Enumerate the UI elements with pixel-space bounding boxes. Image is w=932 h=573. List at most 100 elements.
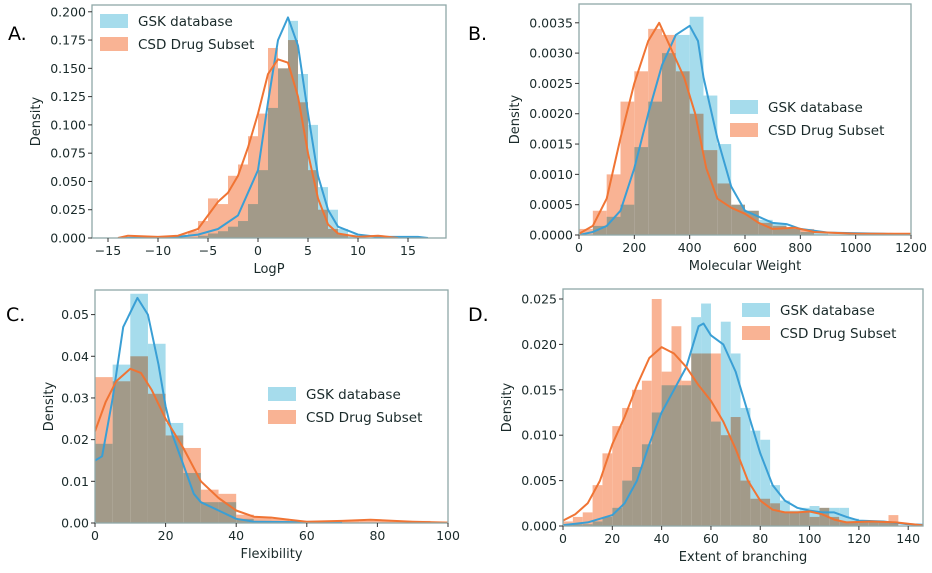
- y-tick-label: 0.100: [50, 117, 86, 132]
- histogram-bar: [675, 71, 690, 235]
- y-tick-label: 0.0030: [529, 46, 573, 61]
- histogram-bar: [760, 439, 771, 526]
- y-tick-label: 0.020: [521, 337, 557, 352]
- gsk-kde-line: [95, 296, 343, 523]
- histogram-bar: [661, 371, 672, 526]
- legend: GSK database CSD Drug Subset: [730, 100, 884, 139]
- histogram-bar: [662, 34, 676, 235]
- plot-frame: [91, 4, 447, 239]
- x-tick-label: 120: [847, 531, 871, 546]
- histogram-bar: [849, 521, 859, 526]
- x-tick-label: 400: [678, 240, 702, 255]
- legend-swatch: [742, 326, 770, 340]
- histogram-bar: [758, 222, 773, 235]
- histogram-bar: [772, 225, 787, 235]
- histogram-bar: [208, 198, 218, 238]
- histogram-bar: [228, 175, 238, 238]
- y-tick-label: 0.02: [61, 432, 89, 447]
- y-tick-label: 0.01: [61, 474, 89, 489]
- x-tick-label: 140: [896, 531, 920, 546]
- y-tick-label: 0.050: [50, 174, 86, 189]
- histogram-bar: [592, 210, 607, 235]
- histogram-bar: [814, 231, 828, 235]
- panel-letter: D.: [468, 304, 489, 326]
- histogram-bar: [800, 228, 815, 235]
- histogram-bar: [338, 234, 348, 238]
- legend: GSK database CSD Drug Subset: [268, 387, 422, 426]
- histogram-bar: [720, 321, 731, 526]
- x-tick-label: 40: [654, 531, 670, 546]
- y-tick-label: 0.150: [50, 61, 86, 76]
- histogram-bar: [592, 485, 603, 526]
- x-tick-label: 80: [752, 531, 768, 546]
- legend-label: CSD Drug Subset: [768, 123, 884, 139]
- y-tick-label: 0.125: [50, 89, 86, 104]
- histogram-bar: [701, 353, 711, 526]
- x-tick-label: 20: [158, 528, 174, 543]
- panel-d: 0 20 40 60 80 100 120 140 0.000 0.005 0.010 0.015 0.…: [468, 288, 924, 565]
- legend-swatch: [268, 387, 296, 401]
- histogram-bar: [165, 435, 184, 523]
- histogram-bar: [839, 521, 850, 526]
- plot-area: [117, 16, 429, 238]
- legend-swatch: [268, 410, 296, 424]
- histogram-bar: [648, 28, 662, 235]
- y-axis-label: Density: [42, 381, 57, 431]
- gsk-kde-line: [117, 16, 429, 238]
- histogram-bar: [691, 353, 702, 526]
- y-tick-label: 0.000: [521, 519, 557, 534]
- y-tick-label: 0.010: [521, 428, 557, 443]
- y-tick-label: 0.0005: [529, 197, 573, 212]
- histogram-bar: [602, 453, 613, 526]
- y-tick-label: 0.0020: [529, 106, 573, 121]
- histogram-bar: [632, 389, 642, 526]
- histogram-bar: [786, 227, 801, 235]
- histogram-bar: [218, 204, 228, 238]
- plot-area: [95, 293, 448, 523]
- x-tick-label: 100: [798, 531, 822, 546]
- x-tick-label: 0: [254, 243, 262, 258]
- x-tick-label: 1000: [840, 240, 872, 255]
- y-tick-label: 0.025: [521, 291, 557, 306]
- legend-label: GSK database: [780, 303, 875, 319]
- histogram-bar: [730, 417, 741, 526]
- histogram-bar: [789, 512, 800, 526]
- histogram-bar: [689, 113, 704, 235]
- histogram-bar: [248, 136, 258, 238]
- histogram-bar: [377, 520, 396, 523]
- histogram-bar: [858, 521, 869, 526]
- legend-swatch: [100, 37, 128, 51]
- histogram-bar: [620, 101, 635, 235]
- x-tick-label: 15: [400, 243, 416, 258]
- csd-kde-line: [117, 58, 399, 238]
- histogram-bar: [819, 507, 830, 526]
- y-axis-label: Density: [29, 96, 44, 146]
- x-axis-label: Extent of branching: [679, 550, 807, 565]
- x-tick-label: 60: [703, 531, 719, 546]
- histogram-bar: [198, 221, 208, 238]
- histogram-bar: [770, 503, 780, 526]
- y-tick-label: 0.04: [61, 349, 89, 364]
- x-axis-label: Molecular Weight: [689, 259, 802, 274]
- x-tick-label: −15: [95, 243, 121, 258]
- legend-label: GSK database: [768, 100, 863, 116]
- histogram-bar: [579, 228, 593, 235]
- panel-letter: A.: [8, 23, 27, 45]
- y-tick-label: 0.175: [50, 33, 86, 48]
- x-tick-label: 60: [299, 528, 315, 543]
- histogram-bar: [268, 47, 278, 238]
- panel-letter: C.: [6, 304, 25, 326]
- histogram-bar: [750, 430, 761, 526]
- y-tick-label: 0.025: [50, 202, 86, 217]
- y-tick-label: 0.0035: [529, 15, 573, 30]
- histogram-bar: [829, 516, 840, 526]
- histogram-bar: [888, 515, 899, 526]
- histogram-bar: [328, 209, 338, 238]
- x-axis-label: Flexibility: [240, 547, 302, 562]
- x-tick-label: 800: [788, 240, 812, 255]
- histogram-bar: [271, 518, 290, 523]
- x-tick-label: −10: [145, 243, 171, 258]
- histogram-bar: [238, 164, 248, 238]
- legend-label: CSD Drug Subset: [780, 326, 896, 342]
